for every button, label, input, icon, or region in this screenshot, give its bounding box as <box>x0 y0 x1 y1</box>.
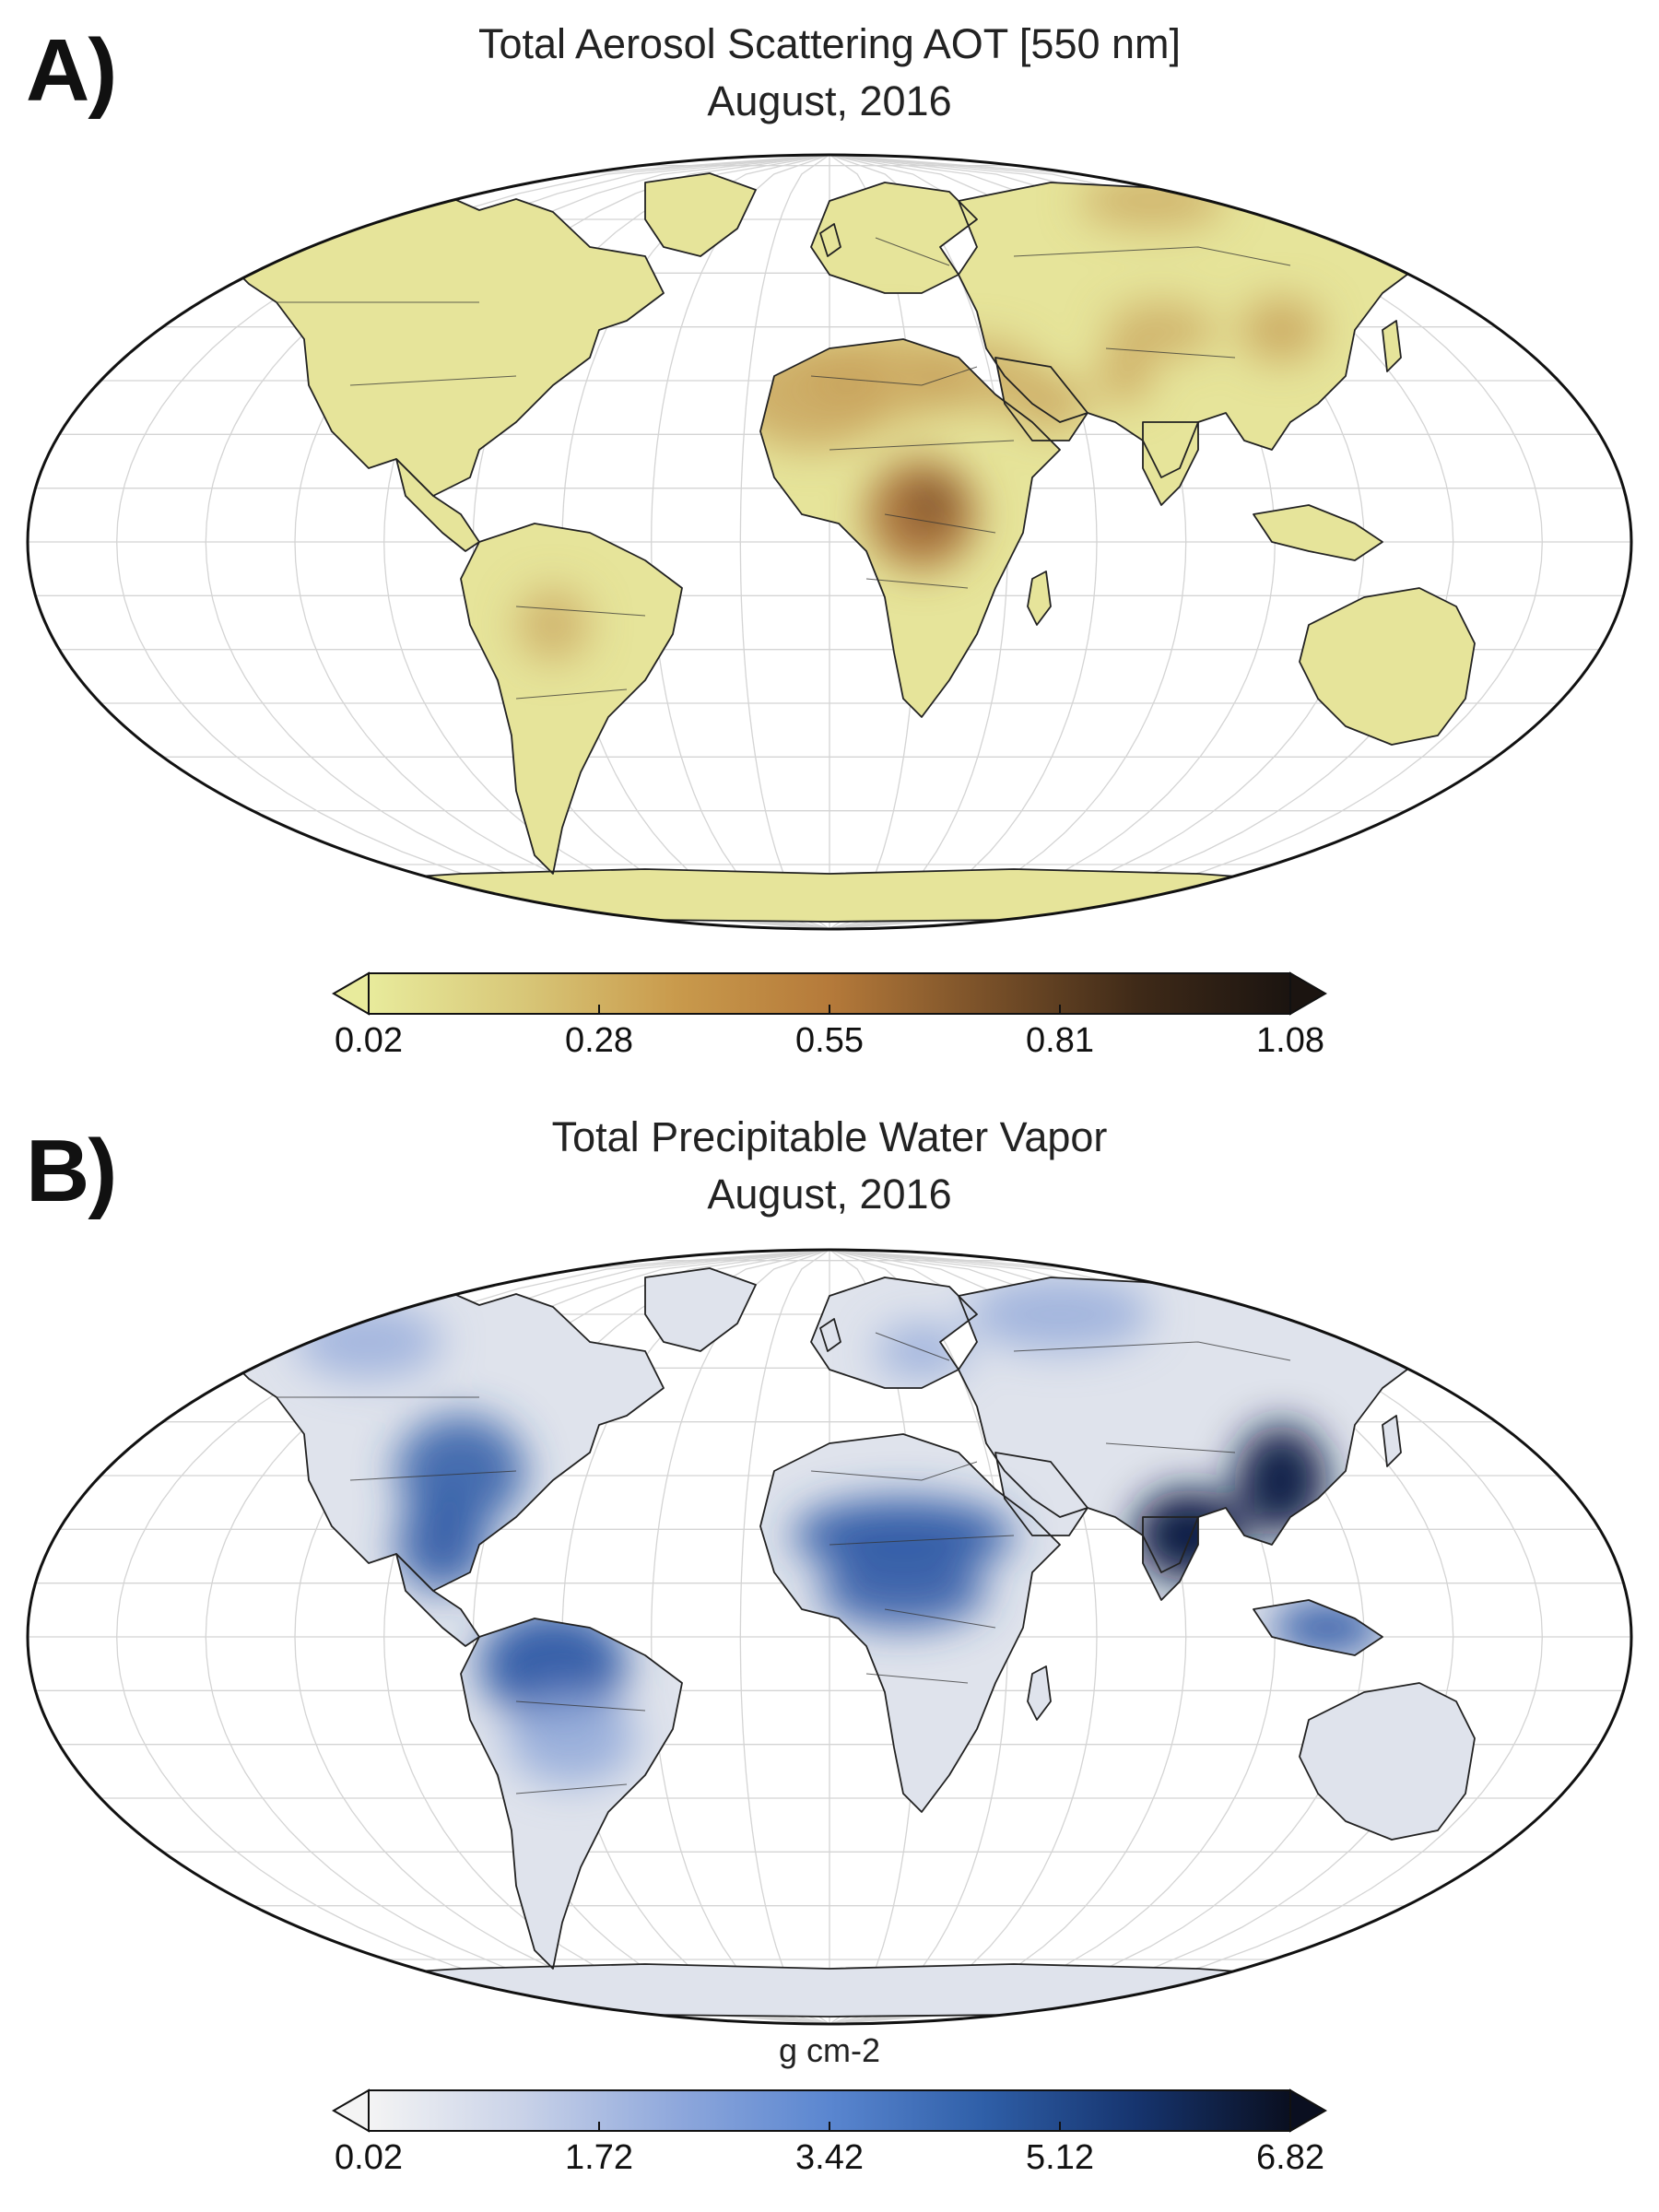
coastline-australia <box>1299 1682 1476 1841</box>
coastline-south-america <box>460 523 683 875</box>
coastline-south-america <box>460 1618 683 1970</box>
colorbar-max-arrow <box>1289 2088 1327 2133</box>
colorbar-tick-label: 0.28 <box>565 1021 633 1060</box>
longitude-line <box>651 155 830 929</box>
colorbar-units: g cm-2 <box>778 2031 881 2069</box>
coastline-madagascar <box>1027 1665 1052 1721</box>
border-line <box>1013 246 1291 266</box>
map-frame <box>26 1248 1633 2026</box>
colorbar-tick-label: 0.55 <box>795 1021 864 1060</box>
coastline-north-america <box>220 189 665 497</box>
longitude-line <box>651 1250 830 2024</box>
border-line <box>810 366 978 386</box>
border-line <box>515 1783 628 1794</box>
field-blob <box>516 588 590 662</box>
colorbar-tick-label: 1.72 <box>565 2138 633 2177</box>
coastline-central-america <box>395 1553 480 1647</box>
colorbar-tick-label: 0.02 <box>335 2138 403 2177</box>
coastline-europe <box>810 1277 978 1389</box>
border-line <box>865 1673 969 1684</box>
colorbar-tick-label: 5.12 <box>1026 2138 1094 2177</box>
border-line <box>829 1535 1015 1546</box>
border-line <box>349 1470 517 1481</box>
colorbar-tick-labels: 0.02 0.28 0.55 0.81 1.08 <box>0 1021 1659 1067</box>
longitude-line <box>739 155 830 929</box>
panel-b: B) Total Precipitable Water Vapor August… <box>0 1088 1659 2212</box>
border-line <box>875 1332 950 1361</box>
border-line <box>1013 1341 1291 1361</box>
field-blob <box>396 1499 488 1591</box>
panel-letter: B) <box>26 1122 117 1220</box>
field-blob <box>479 1609 627 1720</box>
coastline-africa <box>759 1433 1061 1813</box>
field-blob <box>802 330 968 422</box>
coastline-arabia <box>994 1452 1088 1536</box>
coastline-central-america <box>395 458 480 552</box>
border-line <box>884 513 996 534</box>
border-line <box>829 440 1015 451</box>
colorbar-tick-label: 0.81 <box>1026 1021 1094 1060</box>
world-map <box>26 153 1633 931</box>
map-frame <box>26 153 1633 931</box>
coastline-madagascar <box>1027 571 1052 626</box>
coastline-japan <box>1382 1415 1402 1467</box>
border-line <box>884 1608 996 1629</box>
border-line <box>1105 347 1236 359</box>
colorbar <box>332 2088 1327 2133</box>
map-title: Total Precipitable Water Vapor <box>551 1113 1108 1160</box>
coastline-arabia <box>994 357 1088 441</box>
field-blob <box>876 1324 968 1379</box>
borders <box>276 1332 1291 1794</box>
field-blob <box>1014 376 1088 431</box>
colorbar-tick-label: 6.82 <box>1256 2138 1324 2177</box>
coastline-europe <box>810 182 978 294</box>
borders <box>276 237 1291 700</box>
coastline-se-asia-islands <box>1253 1599 1383 1656</box>
coastline-india <box>1142 421 1199 506</box>
world-map <box>26 1248 1633 2026</box>
coastline-japan <box>1382 320 1402 372</box>
field-blob <box>295 1305 442 1379</box>
map-subtitle: August, 2016 <box>707 77 952 124</box>
colorbar-tick-label: 3.42 <box>795 2138 864 2177</box>
field-blob <box>1097 348 1152 404</box>
coastline-se-asia-islands <box>1253 504 1383 561</box>
longitude-line <box>739 1250 830 2024</box>
colorbar-tick-labels: 0.02 1.72 3.42 5.12 6.82 <box>0 2138 1659 2184</box>
border-line <box>515 606 646 617</box>
field-blob <box>912 487 949 524</box>
colorbar-min-arrow <box>332 2088 370 2133</box>
panel-a: A) Total Aerosol Scattering AOT [550 nm]… <box>0 0 1659 1088</box>
border-line <box>810 1461 978 1481</box>
coastline-greenland <box>644 172 757 257</box>
coastline-greenland <box>644 1267 757 1352</box>
map-subtitle: August, 2016 <box>707 1171 952 1218</box>
field-blob <box>820 1554 986 1628</box>
border-line <box>349 375 517 386</box>
colorbar-tick-label: 1.08 <box>1256 1021 1324 1060</box>
colorbar-max-arrow <box>1289 971 1327 1016</box>
coastline-india <box>1142 1516 1199 1601</box>
coastline-north-america <box>220 1284 665 1592</box>
field-blob <box>968 1277 1152 1351</box>
border-line <box>515 688 628 700</box>
coastline-australia <box>1299 587 1476 746</box>
colorbar <box>332 971 1327 1016</box>
coastline-uk <box>819 1318 841 1352</box>
field-blob <box>507 1692 636 1784</box>
colorbar-min-arrow <box>332 971 370 1016</box>
colorbar-tick-label: 0.02 <box>335 1021 403 1060</box>
panel-letter: A) <box>26 21 117 120</box>
field-blob <box>1106 302 1217 358</box>
border-line <box>1105 1442 1236 1453</box>
border-line <box>865 578 969 589</box>
coastline-uk <box>819 223 841 257</box>
field-blob <box>1240 298 1323 362</box>
border-line <box>875 237 950 266</box>
border-line <box>515 1700 646 1712</box>
coastline-africa <box>759 338 1061 718</box>
field-blob <box>793 1499 1014 1572</box>
field-blob <box>396 1416 525 1526</box>
map-title: Total Aerosol Scattering AOT [550 nm] <box>477 20 1182 67</box>
